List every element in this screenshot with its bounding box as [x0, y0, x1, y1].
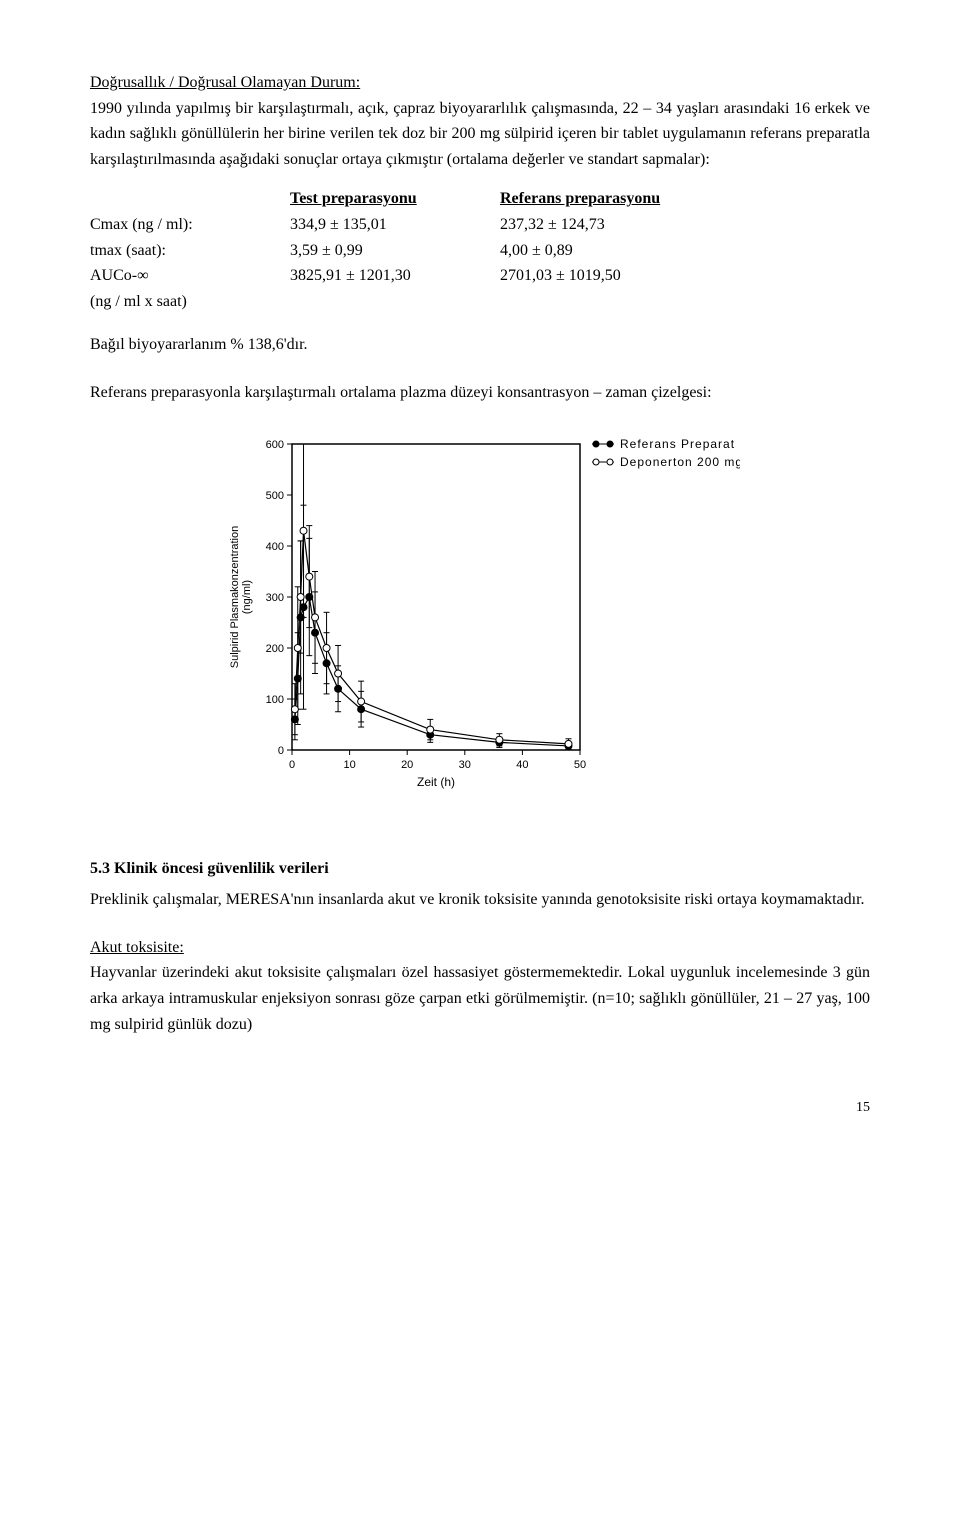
heading-akut-toksisite: Akut toksisite: [90, 939, 184, 956]
svg-text:10: 10 [343, 759, 355, 771]
svg-text:400: 400 [266, 541, 284, 553]
section-5-3-para: Preklinik çalışmalar, MERESA'nın insanla… [90, 887, 870, 913]
para-chart-caption: Referans preparasyonla karşılaştırmalı o… [90, 380, 870, 406]
svg-text:200: 200 [266, 643, 284, 655]
svg-text:Zeit (h): Zeit (h) [417, 775, 455, 789]
section-5-3-title: 5.3 Klinik öncesi güvenlilik verileri [90, 856, 870, 882]
para-study-description: 1990 yılında yapılmış bir karşılaştırmal… [90, 96, 870, 173]
row-cmax-label: Cmax (ng / ml): [90, 212, 290, 238]
svg-text:20: 20 [401, 759, 413, 771]
row-cmax-test: 334,9 ± 135,01 [290, 212, 500, 238]
col-header-ref: Referans preparasyonu [500, 186, 730, 212]
svg-text:0: 0 [278, 745, 284, 757]
svg-text:500: 500 [266, 490, 284, 502]
col-blank [90, 186, 290, 212]
svg-text:100: 100 [266, 694, 284, 706]
row-tmax-ref: 4,00 ± 0,89 [500, 238, 730, 264]
page-number: 15 [90, 1097, 870, 1119]
svg-text:40: 40 [516, 759, 528, 771]
row-tmax-test: 3,59 ± 0,99 [290, 238, 500, 264]
row-auc-ref: 2701,03 ± 1019,50 [500, 263, 730, 289]
col-header-test: Test preparasyonu [290, 186, 500, 212]
svg-text:30: 30 [459, 759, 471, 771]
svg-text:Sulpirid Plasmakonzentration: Sulpirid Plasmakonzentration [229, 525, 241, 667]
row-cmax-ref: 237,32 ± 124,73 [500, 212, 730, 238]
para-akut-toksisite: Hayvanlar üzerindeki akut toksisite çalı… [90, 960, 870, 1037]
svg-text:Deponerton 200 mg: Deponerton 200 mg [620, 455, 740, 469]
row-tmax-label: tmax (saat): [90, 238, 290, 264]
svg-text:0: 0 [289, 759, 295, 771]
svg-text:Referans Preparat: Referans Preparat [620, 437, 735, 451]
svg-text:50: 50 [574, 759, 586, 771]
row-auc-test: 3825,91 ± 1201,30 [290, 263, 500, 289]
row-auc-unit: (ng / ml x saat) [90, 289, 290, 315]
para-relative-bio: Bağıl biyoyararlanım % 138,6'dır. [90, 332, 870, 358]
heading-linearity: Doğrusallık / Doğrusal Olamayan Durum: [90, 74, 360, 91]
row-auc-label: AUCo-∞ [90, 263, 290, 289]
pk-parameters-block: Test preparasyonu Referans preparasyonu … [90, 186, 870, 314]
plasma-concentration-chart: 0 100 200 300 400 500 600 0 10 20 30 40 50 Sulpirid P… [90, 426, 870, 796]
svg-text:(ng/ml): (ng/ml) [241, 579, 253, 613]
svg-text:300: 300 [266, 592, 284, 604]
svg-text:600: 600 [266, 439, 284, 451]
